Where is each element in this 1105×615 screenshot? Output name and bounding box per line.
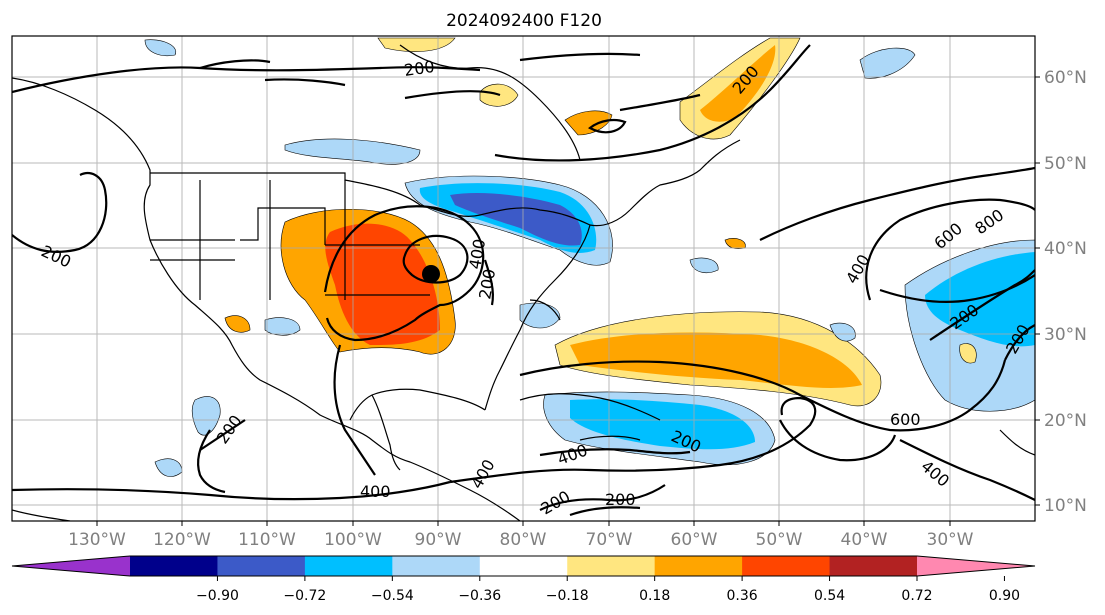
colorbar-segment [304,556,393,576]
colorbar-tick-label: −0.18 [546,588,589,604]
colorbar-segment [217,556,306,576]
colorbar-tick-label: −0.90 [196,588,239,604]
colorbar-segment [479,556,568,576]
lon-label: 30°W [927,530,974,550]
lon-label: 40°W [841,530,888,550]
contour-label: 600 [890,410,921,429]
colorbar-segment [567,556,656,576]
latitude-ticks [1035,76,1040,506]
location-marker [422,265,440,283]
lon-label: 50°W [756,530,803,550]
lon-label: 70°W [586,530,633,550]
contour-label: 400 [360,482,391,501]
colorbar-tick-label: 0.72 [901,588,932,604]
colorbar-outline [11,555,1036,577]
longitude-labels: 130°W 120°W 110°W 100°W 90°W 80°W 70°W 6… [68,530,974,550]
lon-label: 120°W [153,530,211,550]
colorbar-tick-label: 0.18 [639,588,670,604]
lat-label: 20°N [1044,411,1087,431]
lon-label: 80°W [500,530,547,550]
map-title: 2024092400 F120 [446,11,602,31]
lat-label: 50°N [1044,154,1087,174]
lat-label: 10°N [1044,496,1087,516]
colorbar-segment [654,556,743,576]
colorbar-segment [742,556,831,576]
colorbar-tick-label: 0.36 [727,588,758,604]
colorbar-tick-label: −0.36 [458,588,501,604]
colorbar-segment [392,556,481,576]
colorbar-tick-label: 0.54 [814,588,845,604]
colorbar: −0.90 −0.72 −0.54 −0.36 −0.18 0.18 0.36 0.54 0.7… [11,555,1036,604]
lat-label: 30°N [1044,325,1087,345]
lon-label: 60°W [671,530,718,550]
colorbar-tick-label: 0.90 [989,588,1020,604]
lat-label: 60°N [1044,68,1087,88]
lon-label: 130°W [68,530,126,550]
contour-lines [12,44,1035,517]
longitude-ticks [96,521,951,526]
colorbar-extension-high [917,556,1035,576]
contour-label: 200 [605,490,636,509]
map-panel: 200 200 200 200 200 200 200 200 200 200 … [12,36,1035,521]
colorbar-tick-label: −0.72 [283,588,326,604]
lat-label: 40°N [1044,239,1087,259]
colorbar-segment [829,556,918,576]
contour-label: 200 [403,57,436,80]
colorbar-segment [130,556,218,576]
coastlines [12,44,1035,521]
lon-label: 110°W [238,530,296,550]
lon-label: 90°W [415,530,462,550]
lon-label: 100°W [324,530,382,550]
colorbar-extension-low [12,556,130,576]
shaded-field-layer [144,37,1035,477]
latitude-labels: 60°N 50°N 40°N 30°N 20°N 10°N [1044,68,1087,516]
colorbar-tick-label: −0.54 [371,588,414,604]
